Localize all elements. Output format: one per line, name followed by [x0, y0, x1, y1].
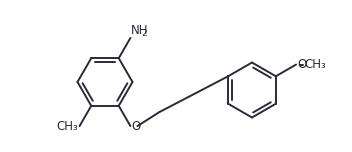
- Text: O: O: [297, 58, 306, 71]
- Text: NH: NH: [131, 24, 149, 37]
- Text: CH₃: CH₃: [57, 120, 78, 133]
- Text: 2: 2: [142, 29, 147, 38]
- Text: CH₃: CH₃: [304, 58, 326, 71]
- Text: O: O: [131, 120, 141, 133]
